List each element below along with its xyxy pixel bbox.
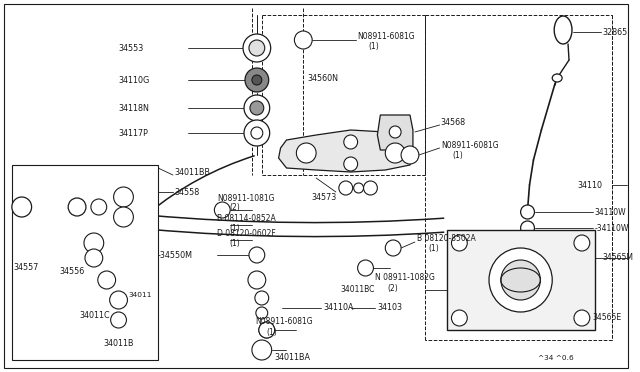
Ellipse shape <box>552 74 562 82</box>
Bar <box>447 230 595 330</box>
Circle shape <box>249 247 265 263</box>
Text: -34110W: -34110W <box>595 224 629 232</box>
Text: (2): (2) <box>387 283 398 292</box>
Circle shape <box>339 181 353 195</box>
Circle shape <box>214 202 230 218</box>
Circle shape <box>296 143 316 163</box>
Text: 34556: 34556 <box>60 267 84 276</box>
Text: ^34 ^0.6: ^34 ^0.6 <box>538 355 574 361</box>
Polygon shape <box>378 115 413 150</box>
Circle shape <box>109 291 127 309</box>
Text: D 08120-0602F: D 08120-0602F <box>218 228 276 237</box>
Text: N08911-6081G: N08911-6081G <box>442 141 499 150</box>
Text: 34573: 34573 <box>311 192 337 202</box>
Circle shape <box>114 187 133 207</box>
Circle shape <box>501 260 540 300</box>
Text: 34110G: 34110G <box>118 76 150 84</box>
Text: N08911-1081G: N08911-1081G <box>218 193 275 202</box>
Circle shape <box>574 310 590 326</box>
Polygon shape <box>87 195 111 220</box>
Text: (1): (1) <box>429 244 440 253</box>
Text: (1): (1) <box>267 327 278 337</box>
Circle shape <box>244 120 269 146</box>
Bar <box>12 165 158 360</box>
Circle shape <box>91 199 107 215</box>
Circle shape <box>84 233 104 253</box>
Circle shape <box>358 260 373 276</box>
Circle shape <box>85 249 103 267</box>
Text: (1): (1) <box>369 42 380 51</box>
Circle shape <box>12 197 31 217</box>
Circle shape <box>344 135 358 149</box>
Circle shape <box>489 248 552 312</box>
Text: (1): (1) <box>229 238 240 247</box>
Circle shape <box>354 183 364 193</box>
Circle shape <box>249 40 265 56</box>
Circle shape <box>98 271 116 289</box>
Circle shape <box>259 322 275 338</box>
Text: 34557: 34557 <box>14 263 39 273</box>
Text: 34118N: 34118N <box>118 103 149 112</box>
Circle shape <box>259 322 275 338</box>
Text: B 08114-0852A: B 08114-0852A <box>218 214 276 222</box>
Circle shape <box>451 235 467 251</box>
Text: 34011: 34011 <box>129 292 152 298</box>
Text: N08911-6081G: N08911-6081G <box>255 317 312 327</box>
Text: 34110W: 34110W <box>595 208 627 217</box>
Text: 34558: 34558 <box>175 187 200 196</box>
Circle shape <box>364 181 378 195</box>
Text: 34117P: 34117P <box>118 128 148 138</box>
Text: -34550M: -34550M <box>158 250 193 260</box>
Circle shape <box>140 215 153 229</box>
Text: 34560N: 34560N <box>307 74 338 83</box>
Circle shape <box>245 68 269 92</box>
Circle shape <box>68 198 86 216</box>
Text: B 08120-8502A: B 08120-8502A <box>417 234 476 243</box>
Circle shape <box>344 157 358 171</box>
Text: 34568: 34568 <box>440 118 466 126</box>
Circle shape <box>252 75 262 85</box>
Circle shape <box>574 235 590 251</box>
Text: 34103: 34103 <box>378 304 403 312</box>
Text: N08911-6081G: N08911-6081G <box>358 32 415 41</box>
Text: 32865: 32865 <box>603 28 628 36</box>
Text: 34553: 34553 <box>118 44 144 52</box>
Circle shape <box>385 143 405 163</box>
Circle shape <box>243 34 271 62</box>
Circle shape <box>251 127 263 139</box>
Text: 34110: 34110 <box>578 180 603 189</box>
Text: 34011BC: 34011BC <box>341 285 375 295</box>
Text: 34011B: 34011B <box>104 340 134 349</box>
Text: 34565E: 34565E <box>593 314 622 323</box>
Circle shape <box>401 146 419 164</box>
Circle shape <box>520 205 534 219</box>
Circle shape <box>294 31 312 49</box>
Text: 34565M: 34565M <box>603 253 634 263</box>
Text: N 08911-1082G: N 08911-1082G <box>376 273 435 282</box>
Text: (1): (1) <box>229 224 240 232</box>
Circle shape <box>252 340 271 360</box>
Circle shape <box>248 271 266 289</box>
Text: 34110A: 34110A <box>323 304 353 312</box>
Circle shape <box>451 310 467 326</box>
Circle shape <box>389 126 401 138</box>
Text: (1): (1) <box>452 151 463 160</box>
Circle shape <box>114 207 133 227</box>
Circle shape <box>244 95 269 121</box>
Polygon shape <box>109 175 138 237</box>
Text: (2): (2) <box>229 202 240 212</box>
Circle shape <box>520 221 534 235</box>
Text: 34011BA: 34011BA <box>275 353 310 362</box>
Circle shape <box>250 101 264 115</box>
Circle shape <box>385 240 401 256</box>
Circle shape <box>255 291 269 305</box>
Polygon shape <box>278 130 415 172</box>
Circle shape <box>111 312 127 328</box>
Text: 34011BB: 34011BB <box>175 167 211 176</box>
Circle shape <box>256 307 268 319</box>
Text: 34011C: 34011C <box>79 311 109 320</box>
